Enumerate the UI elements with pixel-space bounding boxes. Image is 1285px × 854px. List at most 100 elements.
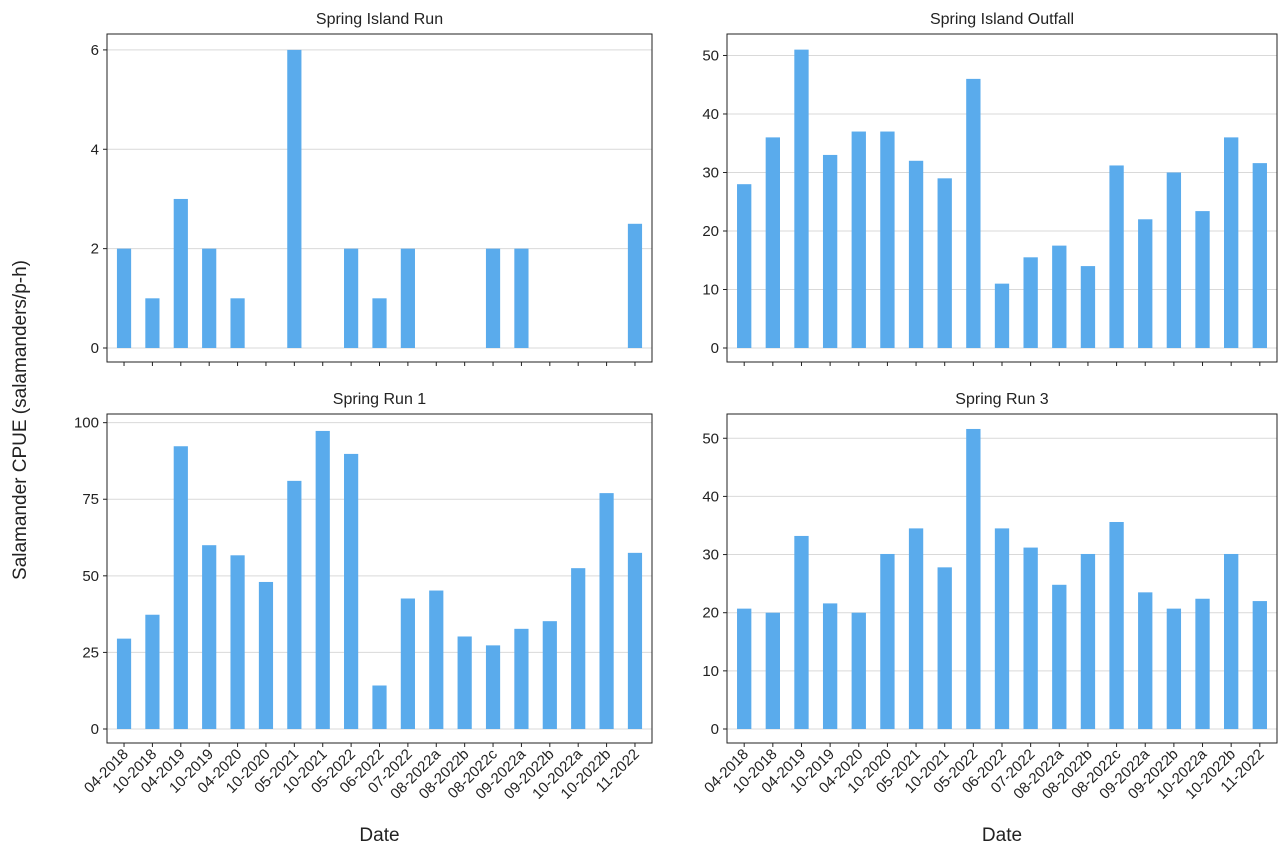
bar [287,49,302,349]
bar [344,453,359,729]
bar [542,621,557,729]
bar [851,131,866,348]
bar [880,553,895,729]
bar [571,568,586,729]
y-tick-label: 40 [702,106,719,123]
bar [1224,137,1239,348]
y-tick-label: 10 [702,663,719,680]
bar [627,552,643,729]
bar [1052,584,1067,729]
bar [794,535,809,729]
y-tick-label: 40 [702,488,719,505]
bar [937,178,952,348]
bar [1138,219,1153,348]
bar [457,636,472,729]
y-tick-label: 50 [702,47,719,64]
bar [765,612,780,729]
panel-4: Spring Run 30102030405004-201810-201804-… [701,391,1278,846]
bar [880,131,895,348]
bar [400,598,415,729]
y-tick-label: 4 [91,141,99,158]
bar [1224,553,1239,729]
bar [429,590,444,729]
bar [822,603,838,729]
bar [1195,211,1210,348]
bar [737,608,752,729]
panel-title: Spring Island Outfall [930,11,1074,28]
bar [1080,266,1096,348]
bar [908,528,924,729]
bar [1052,245,1067,348]
bar [1138,592,1153,729]
y-tick-label: 50 [82,568,99,585]
panel-title: Spring Run 3 [955,391,1048,408]
bar [737,184,752,348]
y-tick-label: 0 [711,721,719,738]
panel-3: Spring Run 1025507510004-201810-201804-2… [74,391,653,846]
y-tick-label: 0 [711,340,719,357]
bar [145,298,160,348]
bar [116,638,132,729]
y-tick-label: 20 [702,605,719,622]
panel-2: Spring Island Outfall 0 10 20 30 40 50 [702,11,1278,366]
bar [1166,172,1182,348]
bar [514,628,529,729]
y-tick-label: 50 [702,430,719,447]
bar [627,223,643,348]
y-tick-label: 20 [702,223,719,240]
bar [994,528,1010,729]
y-tick-label: 100 [74,415,99,432]
bar [599,493,614,729]
panel-1: Spring Island Run 0 2 4 6 [91,11,653,366]
panel-title: Spring Island Run [316,11,443,28]
bar [1109,165,1124,348]
y-tick-label: 25 [82,644,99,661]
bar [966,428,981,729]
bar [908,160,924,348]
bar [202,545,217,729]
bar [485,248,501,348]
y-tick-label: 75 [82,491,99,508]
bar [794,49,809,349]
bar [287,480,302,729]
bar [966,78,981,348]
bar [173,446,188,729]
bar [1023,257,1038,348]
bar [116,248,132,348]
x-axis-title: Date [982,825,1022,846]
y-tick-label: 10 [702,281,719,298]
panel-title: Spring Run 1 [333,391,426,408]
bar [1109,521,1124,729]
bar [372,685,387,729]
bar [1252,163,1267,348]
bar [1023,547,1038,729]
bar [1166,608,1182,729]
y-tick-label: 30 [702,164,719,181]
bar [258,581,274,729]
bar [1195,598,1210,729]
y-tick-label: 6 [91,42,99,59]
bar [1080,553,1096,729]
y-tick-label: 30 [702,547,719,564]
bar [145,614,160,729]
y-tick-label: 2 [91,241,99,258]
bar [202,248,217,348]
bar [1252,601,1267,729]
bar [765,137,780,348]
bar [822,154,838,348]
bar [485,645,501,729]
y-tick-label: 0 [91,721,99,738]
shared-y-axis-title: Salamander CPUE (salamanders/p-h) [10,260,31,580]
bar [230,555,245,729]
y-tick-label: 0 [91,340,99,357]
bar [400,248,415,348]
x-axis-title: Date [359,825,399,846]
bar [315,430,330,729]
bar [994,283,1010,348]
bar [937,567,952,729]
bar [514,248,529,348]
bar [173,198,188,348]
bar [372,298,387,348]
